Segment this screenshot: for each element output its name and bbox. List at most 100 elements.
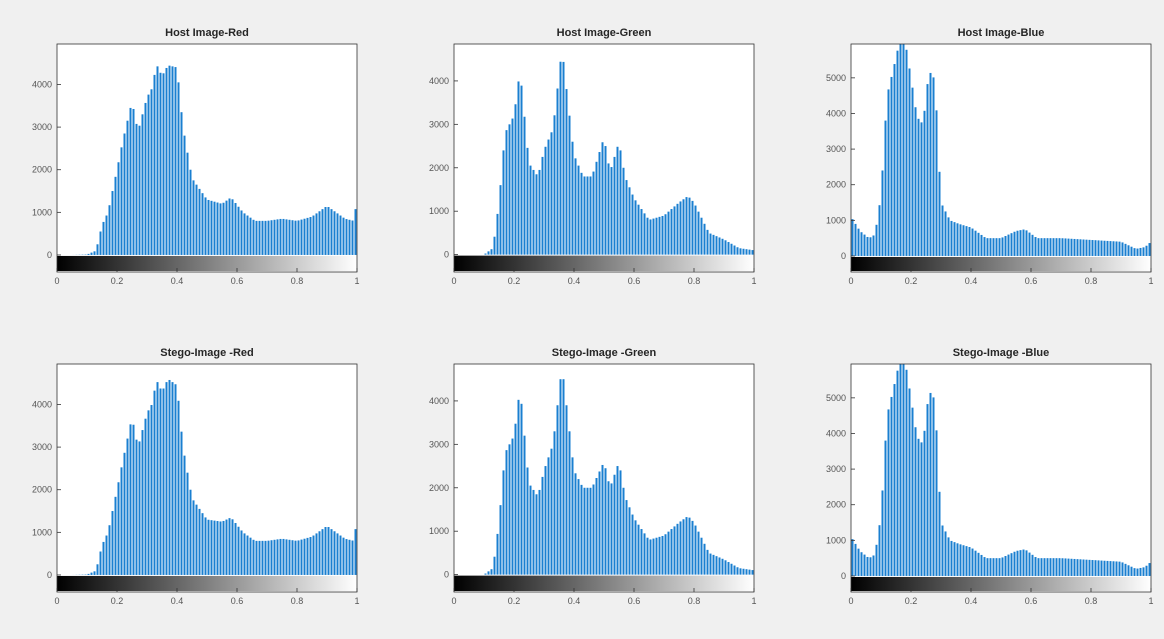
- histogram-bar: [174, 384, 177, 575]
- y-tick-label: 2000: [429, 163, 449, 173]
- histogram-bar: [487, 571, 490, 575]
- histogram-bar: [721, 238, 724, 255]
- histogram-bar: [321, 209, 324, 255]
- histogram-bar: [748, 249, 751, 255]
- histogram-bar: [1031, 234, 1034, 256]
- histogram-bar: [742, 568, 745, 575]
- histogram-bar: [105, 215, 108, 255]
- histogram-bar: [1091, 240, 1094, 256]
- histogram-bar: [1124, 563, 1127, 576]
- histogram-bar: [929, 392, 932, 576]
- histogram-bar: [1112, 241, 1115, 256]
- histogram-bar: [1133, 248, 1136, 256]
- histogram-bar: [195, 504, 198, 575]
- histogram-bar: [661, 535, 664, 575]
- histogram-bar: [682, 519, 685, 575]
- histogram-bar: [995, 558, 998, 576]
- histogram-bar: [520, 403, 523, 575]
- histogram-bar: [342, 537, 345, 575]
- histogram-bar: [1109, 241, 1112, 256]
- histogram-bar: [1139, 567, 1142, 576]
- histogram-bar: [565, 89, 568, 255]
- histogram-bar: [255, 220, 258, 255]
- histogram-bar: [670, 209, 673, 255]
- histogram-bar: [321, 529, 324, 575]
- histogram-bar: [986, 558, 989, 576]
- y-tick-label: 4000: [429, 76, 449, 86]
- histogram-bar: [108, 205, 111, 255]
- histogram-bar: [1085, 559, 1088, 576]
- histogram-bar: [1112, 561, 1115, 576]
- axes-frame: [453, 43, 755, 273]
- y-tick-label: 4000: [32, 79, 52, 89]
- histogram-bar: [189, 489, 192, 575]
- histogram-bar: [171, 382, 174, 575]
- histogram-bar: [896, 370, 899, 576]
- histogram-bar: [282, 538, 285, 575]
- histogram-bar: [1091, 560, 1094, 576]
- histogram-bar: [318, 531, 321, 575]
- histogram-bar: [162, 388, 165, 575]
- histogram-bar: [610, 167, 613, 255]
- histogram-bar: [944, 531, 947, 576]
- histogram-bar: [102, 541, 105, 575]
- histogram-bar: [1094, 240, 1097, 256]
- histogram-bar: [553, 431, 556, 575]
- histogram-bar: [1004, 556, 1007, 576]
- histogram-bar: [273, 219, 276, 255]
- histogram-bar: [926, 84, 929, 256]
- histogram-bar: [676, 203, 679, 255]
- histogram-bar: [1097, 560, 1100, 576]
- axes-frame: [850, 363, 1152, 593]
- x-tick-label: 0.4: [965, 276, 978, 286]
- histogram-bar: [685, 197, 688, 255]
- histogram-bar: [622, 487, 625, 575]
- histogram-bar: [676, 523, 679, 575]
- x-tick-label: 1: [751, 596, 756, 606]
- histogram-bar: [348, 539, 351, 575]
- y-tick-label: 4000: [826, 428, 846, 438]
- histogram-bar: [986, 238, 989, 256]
- histogram-bar: [574, 473, 577, 575]
- histogram-bar: [866, 556, 869, 576]
- histogram-bar: [234, 203, 237, 255]
- histogram-bar: [96, 564, 99, 575]
- histogram-bar: [117, 162, 120, 255]
- histogram-bar: [872, 235, 875, 256]
- histogram-bar: [192, 180, 195, 255]
- histogram-bar: [878, 525, 881, 576]
- histogram-bar: [712, 554, 715, 575]
- histogram-bar: [1037, 238, 1040, 256]
- histogram-bar: [1103, 240, 1106, 256]
- histogram-bar: [1052, 558, 1055, 576]
- histogram-bar: [339, 215, 342, 255]
- histogram-bar: [577, 479, 580, 575]
- y-tick-label: 3000: [32, 122, 52, 132]
- axes-background: [57, 364, 357, 592]
- histogram-bar: [917, 118, 920, 256]
- histogram-bar: [1145, 245, 1148, 256]
- y-tick-label: 1000: [429, 526, 449, 536]
- histogram-bar: [1082, 239, 1085, 256]
- x-tick-label: 0.6: [231, 276, 244, 286]
- histogram-bar: [917, 438, 920, 576]
- histogram-bar: [1079, 559, 1082, 576]
- histogram-bar: [857, 228, 860, 256]
- histogram-bar: [255, 540, 258, 575]
- histogram-bar: [484, 253, 487, 255]
- y-tick-label: 0: [841, 251, 846, 261]
- histogram-bar: [553, 115, 556, 255]
- histogram-bar: [1082, 559, 1085, 576]
- histogram-bar: [893, 64, 896, 256]
- histogram-bar: [1142, 567, 1145, 576]
- histogram-bar: [589, 487, 592, 575]
- histogram-bar: [655, 537, 658, 575]
- histogram-bar: [1040, 558, 1043, 576]
- x-tick-label: 0.6: [231, 596, 244, 606]
- histogram-bar: [108, 525, 111, 575]
- x-tick-label: 0.6: [628, 596, 641, 606]
- histogram-bar: [607, 481, 610, 575]
- histogram-bar: [514, 423, 517, 575]
- y-tick-label: 4000: [429, 396, 449, 406]
- histogram-bar: [968, 547, 971, 576]
